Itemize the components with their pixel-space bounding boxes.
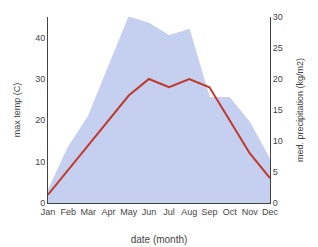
svg-text:30: 30	[35, 74, 45, 84]
svg-text:max temp (C): max temp (C)	[12, 83, 22, 138]
svg-text:Oct: Oct	[223, 207, 238, 217]
svg-text:Aug: Aug	[181, 207, 197, 217]
svg-text:May: May	[120, 207, 138, 217]
svg-text:Nov: Nov	[242, 207, 259, 217]
svg-text:5: 5	[273, 167, 278, 177]
svg-text:15: 15	[273, 105, 283, 115]
svg-text:10: 10	[35, 157, 45, 167]
svg-text:0: 0	[273, 198, 278, 208]
svg-text:20: 20	[35, 115, 45, 125]
svg-text:0: 0	[40, 198, 45, 208]
svg-text:10: 10	[273, 136, 283, 146]
svg-text:30: 30	[273, 12, 283, 22]
svg-text:Sep: Sep	[201, 207, 217, 217]
svg-text:date (month): date (month)	[131, 234, 188, 245]
svg-text:Jan: Jan	[41, 207, 56, 217]
svg-text:Mar: Mar	[81, 207, 97, 217]
svg-text:Feb: Feb	[60, 207, 76, 217]
svg-text:40: 40	[35, 33, 45, 43]
svg-text:med. precipitation (kg/m2): med. precipitation (kg/m2)	[295, 58, 305, 162]
svg-text:Dec: Dec	[262, 207, 279, 217]
svg-text:Jun: Jun	[142, 207, 157, 217]
svg-text:25: 25	[273, 43, 283, 53]
svg-text:Jul: Jul	[163, 207, 175, 217]
svg-text:20: 20	[273, 74, 283, 84]
svg-text:Apr: Apr	[102, 207, 116, 217]
